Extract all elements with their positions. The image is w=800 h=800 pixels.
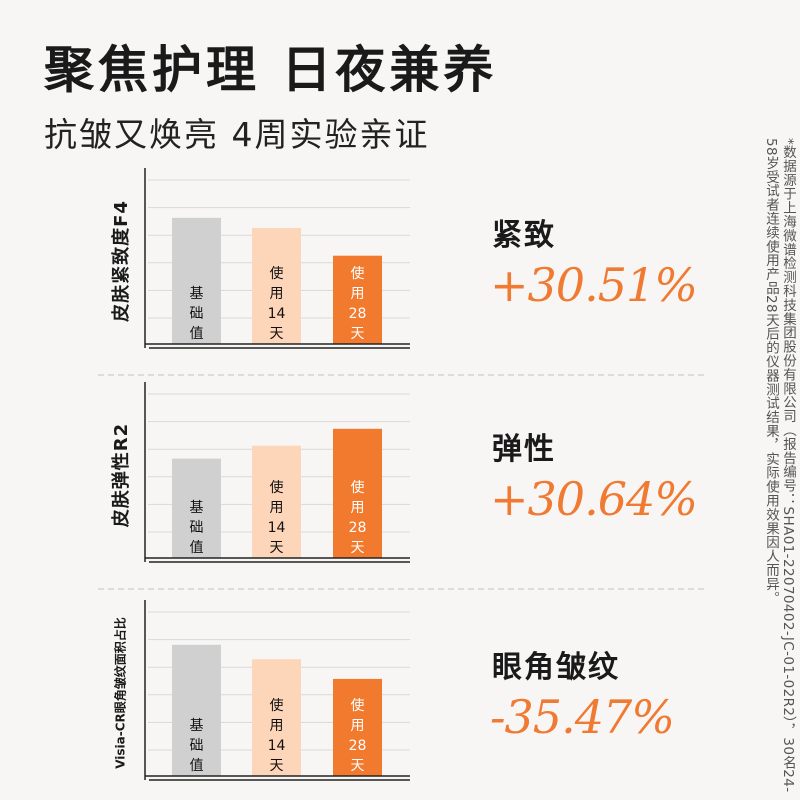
bar-label: 14 xyxy=(268,306,286,322)
y-axis-label: 皮肤紧致度F4 xyxy=(111,200,132,322)
bar-1 xyxy=(172,217,221,344)
bar-label: 14 xyxy=(268,520,286,536)
bar-label: 使 xyxy=(351,265,365,282)
y-axis-label: 皮肤弹性R2 xyxy=(111,422,132,528)
y-axis-label: Visia-CR眼角皱纹面积占比 xyxy=(113,617,128,769)
bar-label: 值 xyxy=(190,758,204,774)
bar-label: 天 xyxy=(351,540,365,556)
bar-label: 用 xyxy=(270,286,284,302)
metric-value-wrinkles: -35.47% xyxy=(490,690,675,744)
bar-label: 使 xyxy=(270,265,284,282)
dashed-divider xyxy=(98,588,704,590)
data-source-footnote: *数据源于上海微谱检测科技集团股份有限公司（报告编号：SHA01-2207040… xyxy=(763,138,796,793)
bar-label: 28 xyxy=(349,306,367,322)
metric-value-elasticity: +30.64% xyxy=(490,472,698,526)
bar-label: 值 xyxy=(190,540,204,556)
bar-3 xyxy=(333,678,382,776)
bar-3 xyxy=(333,428,382,558)
metric-label-wrinkles: 眼角皱纹 xyxy=(492,650,620,685)
bar-label: 28 xyxy=(349,738,367,754)
bar-label: 28 xyxy=(349,520,367,536)
bar-label: 用 xyxy=(351,718,365,734)
chart-panel-elasticity: 皮肤弹性R2 基础值使用 14 天使用 28 天 弹性 +30.64% xyxy=(0,380,800,570)
bar-label: 使 xyxy=(270,479,284,496)
bar-label: 基 xyxy=(190,499,204,516)
bar-3 xyxy=(333,255,382,344)
bar-2 xyxy=(252,445,301,558)
page-title: 聚焦护理 日夜兼养 xyxy=(44,41,498,99)
bar-label: 天 xyxy=(351,758,365,774)
bar-label: 天 xyxy=(270,540,284,556)
dashed-divider xyxy=(98,374,704,376)
bar-label: 14 xyxy=(268,738,286,754)
chart-panel-wrinkles: Visia-CR眼角皱纹面积占比 基础值使用 14 天使用 28 天 眼角皱纹 -35.… xyxy=(0,598,800,788)
bar-label: 天 xyxy=(351,326,365,342)
bar-label: 天 xyxy=(270,326,284,342)
bar-label: 基 xyxy=(190,717,204,734)
metric-value-firmness: +30.51% xyxy=(490,258,698,312)
metric-label-elasticity: 弹性 xyxy=(492,432,556,467)
bar-label: 天 xyxy=(270,758,284,774)
bar-1 xyxy=(172,458,221,558)
bar-label: 础 xyxy=(190,520,204,536)
bar-label: 用 xyxy=(351,500,365,516)
bar-2 xyxy=(252,659,301,776)
bar-label: 使 xyxy=(351,479,365,496)
bar-label: 使 xyxy=(351,697,365,714)
bar-label: 用 xyxy=(270,500,284,516)
bar-1 xyxy=(172,644,221,776)
bar-label: 值 xyxy=(190,326,204,342)
bar-2 xyxy=(252,227,301,344)
bar-label: 础 xyxy=(190,738,204,754)
bar-label: 基 xyxy=(190,285,204,302)
bar-label: 用 xyxy=(270,718,284,734)
metric-label-firmness: 紧致 xyxy=(492,218,556,253)
bar-label: 础 xyxy=(190,306,204,322)
bar-label: 用 xyxy=(351,286,365,302)
page-subtitle: 抗皱又焕亮 4周实验亲证 xyxy=(44,115,430,154)
bar-label: 使 xyxy=(270,697,284,714)
chart-panel-firmness: 皮肤紧致度F4 基础值使用 14 天使用 28 天 紧致 +30.51% xyxy=(0,166,800,356)
